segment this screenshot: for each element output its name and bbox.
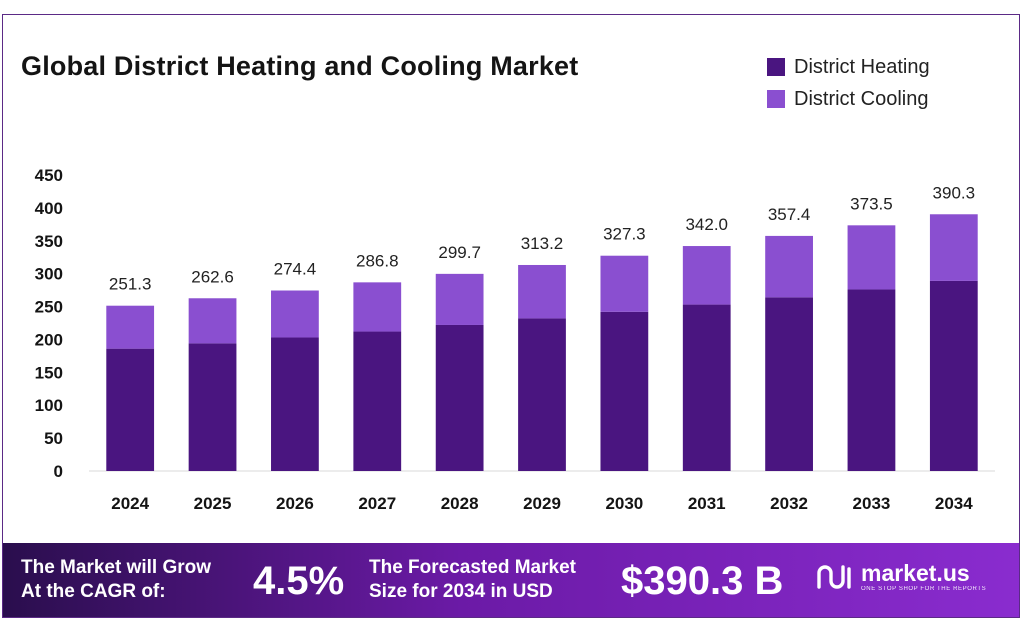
bar-cooling [600,255,649,312]
bar-cooling [106,305,155,349]
bar-cooling [847,225,896,290]
bar-heating [435,324,484,471]
x-tick-label: 2032 [770,494,808,513]
bar-heating [765,297,813,471]
bar-heating [600,311,649,471]
data-label-total: 357.4 [768,205,811,224]
data-label-total: 262.6 [191,267,234,286]
cagr-value: 4.5% [253,559,345,603]
bar-heating [682,304,731,471]
x-tick-label: 2027 [358,494,396,513]
y-tick-label: 150 [35,363,63,382]
cagr-label: The Market will Grow At the CAGR of: [21,556,211,604]
x-tick-label: 2028 [441,494,479,513]
legend-label-cooling: District Cooling [794,87,929,110]
data-label-total: 313.2 [521,234,564,253]
bar-heating [847,289,896,471]
bar-cooling [435,273,484,325]
bar-heating [353,331,402,471]
bar-cooling [765,235,813,298]
y-tick-label: 250 [35,298,63,317]
bar-heating [929,280,978,471]
forecast-label: The Forecasted Market Size for 2034 in U… [369,556,576,604]
x-tick-label: 2029 [523,494,561,513]
chart-legend: District Heating District Cooling [767,51,930,115]
x-tick-label: 2031 [688,494,726,513]
summary-banner: The Market will Grow At the CAGR of: 4.5… [3,543,1019,617]
x-tick-label: 2025 [194,494,232,513]
bar-heating [188,343,237,471]
legend-swatch-heating [767,58,785,76]
forecast-value: $390.3 B [621,559,784,603]
data-label-total: 342.0 [685,215,728,234]
y-tick-label: 0 [54,462,63,481]
x-tick-label: 2030 [605,494,643,513]
cagr-label-line2: At the CAGR of: [21,581,166,602]
forecast-label-line2: Size for 2034 in USD [369,581,553,602]
bar-cooling [682,246,731,305]
y-tick-label: 350 [35,232,63,251]
brand-logo: market.us ONE STOP SHOP FOR THE REPORTS [815,561,986,593]
legend-item-cooling: District Cooling [767,83,930,115]
y-tick-label: 400 [35,199,63,218]
data-label-total: 251.3 [109,275,152,294]
legend-item-heating: District Heating [767,51,930,83]
market-us-logo-icon [817,565,851,589]
forecast-label-line1: The Forecasted Market [369,557,576,578]
y-tick-label: 100 [35,396,63,415]
x-tick-label: 2033 [853,494,891,513]
chart-frame: Global District Heating and Cooling Mark… [2,14,1020,618]
x-tick-label: 2034 [935,494,973,513]
data-label-total: 327.3 [603,225,646,244]
data-label-total: 286.8 [356,251,399,270]
data-label-total: 390.3 [933,183,976,202]
cagr-label-line1: The Market will Grow [21,557,212,578]
x-tick-label: 2026 [276,494,314,513]
x-tick-label: 2024 [111,494,149,513]
bar-cooling [929,214,978,281]
brand-name: market.us [861,560,970,586]
bar-cooling [518,264,566,319]
data-label-total: 373.5 [850,194,893,213]
data-label-total: 274.4 [274,260,317,279]
legend-label-heating: District Heating [794,55,930,78]
bar-heating [518,318,566,471]
bar-heating [106,348,155,471]
data-label-total: 299.7 [438,243,481,262]
y-tick-label: 50 [44,429,63,448]
bar-chart: 0 50 100 150 200 250 300 350 400 450 251.3 2024 262.… [35,166,995,513]
bar-cooling [271,290,319,338]
legend-swatch-cooling [767,90,785,108]
brand-tagline: ONE STOP SHOP FOR THE REPORTS [861,586,987,592]
chart-title: Global District Heating and Cooling Mark… [21,51,579,81]
bar-cooling [188,298,237,344]
y-tick-label: 200 [35,330,63,349]
y-tick-label: 300 [35,265,63,284]
y-tick-label: 450 [35,166,63,185]
bar-heating [271,337,319,471]
bar-cooling [353,282,402,332]
